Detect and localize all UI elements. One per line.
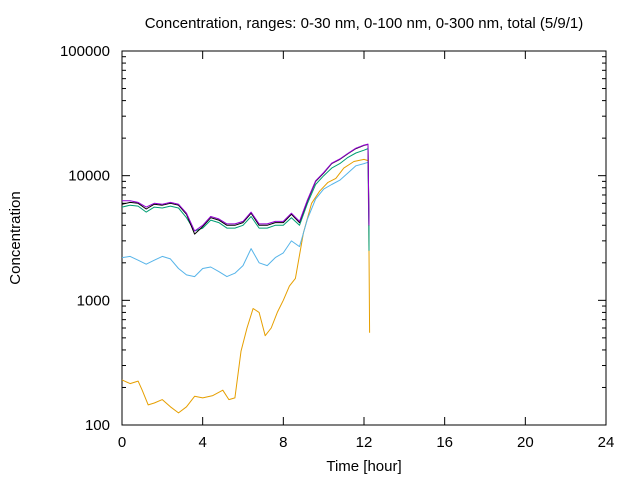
series-line-4 <box>121 143 370 235</box>
x-tick-label: 20 <box>517 434 534 451</box>
y-axis: 100 1000 10000 100000 <box>60 43 606 434</box>
x-tick-label: 16 <box>436 434 453 451</box>
series-line-1 <box>121 158 371 414</box>
series-layer <box>121 143 371 414</box>
plot-area-frame <box>121 50 607 426</box>
x-tick-label: 4 <box>198 434 206 451</box>
x-axis-label: Time [hour] <box>326 458 401 475</box>
x-tick-label: 8 <box>279 434 287 451</box>
y-axis-label: Concentration <box>7 191 24 284</box>
series-line-2 <box>121 161 370 278</box>
y-tick-label: 100000 <box>60 43 110 60</box>
y-tick-label: 100 <box>85 417 110 434</box>
series-line-5 <box>122 143 370 232</box>
x-tick-label: 0 <box>118 434 126 451</box>
x-tick-label: 24 <box>598 434 615 451</box>
y-tick-label: 10000 <box>68 168 110 185</box>
x-axis: 0 4 8 12 16 20 24 <box>118 51 615 451</box>
y-tick-label: 1000 <box>77 292 110 309</box>
chart-title: Concentration, ranges: 0-30 nm, 0-100 nm… <box>145 15 584 32</box>
x-tick-label: 12 <box>356 434 373 451</box>
series-line-3 <box>121 148 370 251</box>
